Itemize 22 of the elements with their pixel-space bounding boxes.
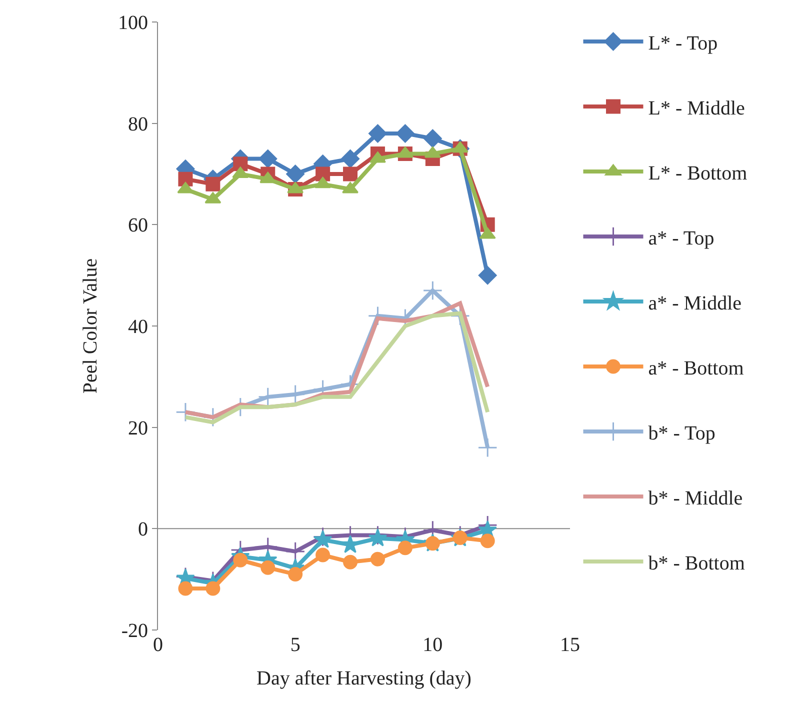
legend-label: b* - Bottom bbox=[648, 552, 746, 574]
y-tick-label: 80 bbox=[128, 113, 148, 136]
legend-label: a* - Middle bbox=[648, 292, 742, 314]
legend-label: a* - Bottom bbox=[648, 357, 744, 380]
y-tick-label: 60 bbox=[128, 214, 148, 237]
y-tick-label: 20 bbox=[128, 417, 148, 440]
x-axis-title: Day after Harvesting (day) bbox=[256, 668, 472, 690]
y-axis-title: Peel Color Value bbox=[80, 258, 102, 394]
legend-label: L* - Bottom bbox=[648, 162, 748, 184]
y-tick-label: 0 bbox=[138, 518, 148, 541]
legend-label: a* - Top bbox=[648, 227, 714, 250]
x-tick-label: 5 bbox=[290, 634, 300, 656]
x-tick-label: 15 bbox=[560, 634, 580, 656]
legend-label: L* - Top bbox=[648, 32, 718, 54]
legend-label: b* - Middle bbox=[648, 487, 743, 510]
y-tick-label: 40 bbox=[128, 316, 148, 338]
x-tick-label: 10 bbox=[422, 634, 443, 656]
x-tick-label: 0 bbox=[153, 634, 163, 656]
y-tick-label: -20 bbox=[121, 620, 148, 642]
y-tick-label: 100 bbox=[118, 12, 148, 34]
legend-label: b* - Top bbox=[648, 422, 716, 444]
legend-label: L* - Middle bbox=[648, 97, 746, 120]
